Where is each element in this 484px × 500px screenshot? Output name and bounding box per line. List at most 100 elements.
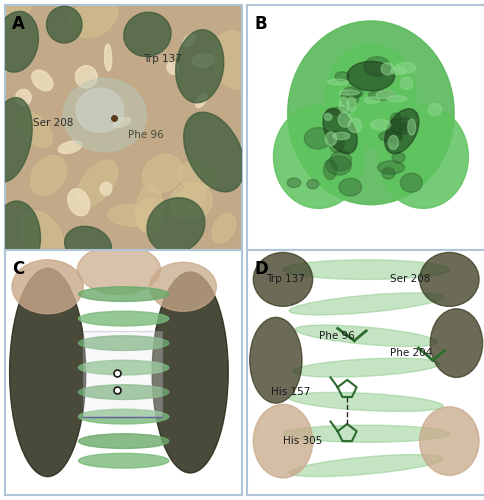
Ellipse shape	[322, 108, 356, 154]
Text: Ser 208: Ser 208	[33, 118, 74, 128]
Ellipse shape	[78, 385, 168, 400]
Ellipse shape	[114, 118, 131, 127]
Ellipse shape	[287, 21, 453, 204]
Text: D: D	[254, 260, 268, 278]
Ellipse shape	[377, 161, 404, 174]
Ellipse shape	[389, 118, 416, 134]
Ellipse shape	[212, 214, 235, 243]
Ellipse shape	[288, 392, 442, 411]
Ellipse shape	[325, 132, 336, 146]
Ellipse shape	[78, 336, 168, 350]
Ellipse shape	[348, 118, 361, 132]
Ellipse shape	[328, 131, 344, 152]
Ellipse shape	[78, 454, 168, 468]
Text: C: C	[12, 260, 24, 278]
Ellipse shape	[12, 260, 83, 314]
Ellipse shape	[347, 62, 394, 91]
Ellipse shape	[78, 287, 168, 302]
Ellipse shape	[166, 61, 178, 74]
Ellipse shape	[400, 77, 412, 90]
Text: Trp 137: Trp 137	[266, 274, 304, 284]
Ellipse shape	[212, 31, 257, 89]
Ellipse shape	[325, 156, 350, 175]
Ellipse shape	[391, 152, 404, 163]
Ellipse shape	[349, 89, 362, 98]
Ellipse shape	[68, 188, 90, 216]
Text: B: B	[254, 15, 267, 33]
Ellipse shape	[142, 154, 182, 192]
Ellipse shape	[70, 0, 117, 38]
Ellipse shape	[304, 128, 331, 149]
Ellipse shape	[338, 90, 359, 95]
Ellipse shape	[150, 262, 216, 311]
Ellipse shape	[0, 201, 41, 274]
Ellipse shape	[288, 454, 442, 476]
Ellipse shape	[273, 106, 363, 208]
Text: A: A	[12, 15, 25, 33]
Text: His 305: His 305	[282, 436, 321, 446]
Ellipse shape	[77, 245, 160, 294]
Ellipse shape	[0, 98, 32, 182]
Bar	[83, 331, 161, 416]
Ellipse shape	[123, 12, 171, 56]
Ellipse shape	[15, 90, 31, 106]
Ellipse shape	[15, 110, 52, 147]
Text: Phe 96: Phe 96	[318, 331, 354, 341]
Ellipse shape	[427, 104, 441, 116]
Ellipse shape	[407, 119, 415, 135]
Ellipse shape	[196, 93, 207, 108]
Ellipse shape	[78, 360, 168, 375]
Text: His 157: His 157	[271, 387, 310, 397]
Ellipse shape	[390, 67, 406, 74]
Ellipse shape	[370, 120, 390, 130]
Ellipse shape	[170, 185, 206, 218]
Ellipse shape	[400, 173, 422, 192]
Ellipse shape	[330, 150, 351, 171]
Ellipse shape	[306, 180, 318, 189]
Ellipse shape	[387, 127, 401, 144]
Ellipse shape	[183, 112, 244, 192]
Ellipse shape	[327, 108, 349, 115]
Ellipse shape	[152, 272, 228, 473]
Ellipse shape	[381, 168, 394, 179]
Ellipse shape	[341, 90, 361, 98]
Ellipse shape	[338, 178, 361, 196]
Ellipse shape	[136, 184, 162, 232]
Ellipse shape	[323, 160, 336, 180]
Ellipse shape	[63, 78, 146, 152]
Ellipse shape	[419, 252, 478, 306]
Ellipse shape	[135, 198, 165, 234]
Ellipse shape	[253, 404, 312, 478]
Ellipse shape	[249, 318, 302, 403]
Text: Ser 208: Ser 208	[389, 274, 429, 284]
Ellipse shape	[387, 96, 406, 102]
Ellipse shape	[337, 112, 351, 127]
Text: Phe 204: Phe 204	[389, 348, 431, 358]
Ellipse shape	[378, 131, 401, 141]
Ellipse shape	[75, 66, 97, 88]
Ellipse shape	[147, 198, 205, 254]
Ellipse shape	[377, 106, 468, 208]
Text: Phe 96: Phe 96	[128, 130, 164, 140]
Ellipse shape	[78, 311, 168, 326]
Ellipse shape	[338, 97, 348, 113]
Ellipse shape	[288, 293, 442, 315]
Ellipse shape	[325, 44, 415, 147]
Ellipse shape	[192, 54, 213, 68]
Ellipse shape	[30, 156, 66, 196]
Ellipse shape	[388, 136, 398, 149]
Ellipse shape	[20, 210, 64, 261]
Ellipse shape	[77, 160, 117, 207]
Ellipse shape	[346, 97, 355, 112]
Ellipse shape	[419, 407, 478, 476]
Ellipse shape	[363, 56, 390, 76]
Ellipse shape	[341, 87, 358, 107]
Ellipse shape	[78, 409, 168, 424]
Ellipse shape	[292, 358, 439, 377]
Ellipse shape	[107, 204, 160, 227]
Ellipse shape	[324, 114, 331, 120]
Ellipse shape	[327, 79, 348, 85]
Ellipse shape	[100, 182, 112, 196]
Ellipse shape	[253, 252, 312, 306]
Ellipse shape	[175, 30, 223, 103]
